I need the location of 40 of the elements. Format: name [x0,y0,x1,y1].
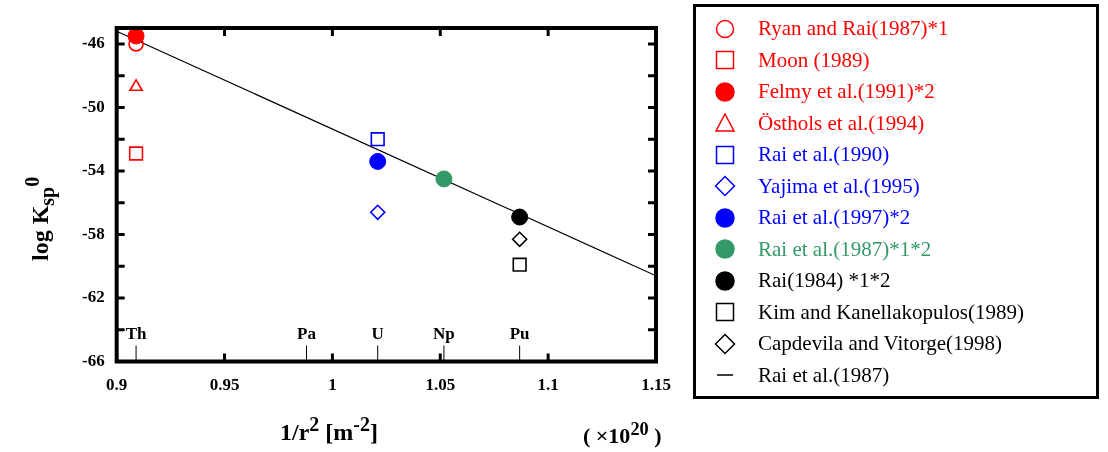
x-tick-label: 1.05 [425,375,456,395]
ref-line-label: U [371,323,384,343]
point [512,257,527,272]
ref-line-label: Pu [509,323,530,343]
ref-line-label: Pa [297,323,317,343]
legend-label: Rai et al.(1987) [758,362,890,388]
x-tick-label: 0.9 [106,375,128,395]
ref-line-label: Np [433,323,455,343]
legend-label: Capdevila and Vitorge(1998) [758,331,1003,357]
x-axis-title: 1/r$^{2}$ [m$^{-2}$] [280,413,378,446]
x-tick-label: 1.1 [537,375,559,395]
point [511,231,528,248]
legend-label: Yajima et al.(1995) [758,173,920,199]
point [511,208,529,226]
legend-label: Rai(1984) *1*2 [758,268,891,294]
legend-label: Kim and Kanellakopulos(1989) [758,299,1024,325]
ref-line-label: Th [125,323,148,343]
point [435,170,453,188]
y-tick-label: -46 [81,33,105,53]
x-tick-label: 1.15 [641,375,671,395]
y-tick-label: -62 [81,287,105,307]
legend-label: Rai et al.(1987)*1*2 [758,236,932,262]
x-tick-label: 1 [328,375,337,395]
y-tick-label: -50 [81,96,105,116]
legend-label: Östhols et al.(1994) [758,110,925,136]
x-tick-label: 0.95 [209,375,240,395]
point [370,132,385,147]
legend-label: Moon (1989) [758,47,870,73]
y-tick-label: -54 [81,160,106,180]
point [128,146,144,161]
legend-label: Felmy et al.(1991)*2 [758,79,935,105]
y-tick-label: -58 [81,223,105,243]
legend-label: Ryan and Rai(1987)*1 [758,16,949,42]
legend-label: Rai et al.(1990) [758,142,890,168]
y-tick-label: -66 [81,350,105,370]
text: ( ×10$^{20}$ ) [583,419,662,450]
point [369,204,386,221]
point [129,78,143,92]
point [369,152,387,170]
legend-label: Rai et al.(1997)*2 [758,205,911,231]
